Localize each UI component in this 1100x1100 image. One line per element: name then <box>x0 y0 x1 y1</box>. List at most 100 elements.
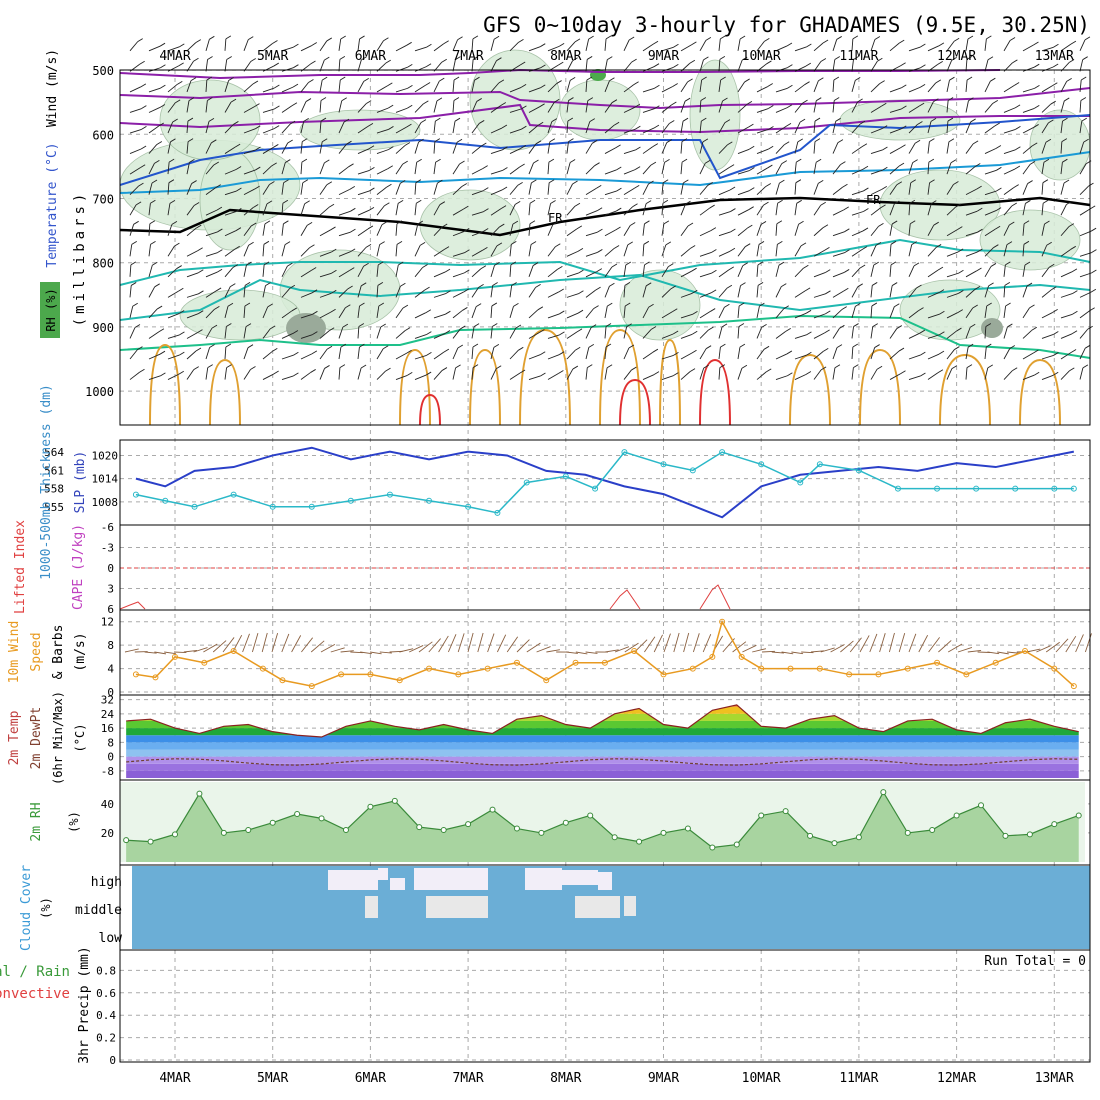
wind-barb <box>585 210 598 216</box>
wind-barb <box>616 166 622 171</box>
wind-barb <box>369 167 375 171</box>
wind-barb <box>683 179 689 184</box>
wind-barb <box>1022 307 1030 319</box>
wind-barb <box>433 370 443 380</box>
wind-barb <box>873 261 879 266</box>
wind-barb <box>566 331 578 339</box>
wind-barb <box>775 223 778 236</box>
wind-barb <box>661 288 671 298</box>
wind-barb <box>672 308 678 313</box>
wind-barb <box>1041 266 1050 278</box>
wind-barb <box>709 204 715 209</box>
rh-point <box>220 829 227 836</box>
wind-barb <box>889 108 902 113</box>
wind-barb <box>1068 223 1075 228</box>
wind-barb <box>794 290 806 298</box>
wind-barb <box>490 326 493 339</box>
wind-barb <box>947 643 963 653</box>
wind-barb <box>148 244 151 257</box>
precip-axis-label-a: Total / Rain <box>0 964 70 980</box>
wind-barb <box>1009 37 1016 41</box>
wind-barb <box>939 331 945 336</box>
wind-barb <box>262 244 265 257</box>
thickness-point <box>758 461 765 468</box>
wind-barb <box>836 344 843 349</box>
wind-barb <box>338 347 342 360</box>
wind-barb <box>1055 638 1069 653</box>
rh-point <box>855 834 862 841</box>
wind-barb <box>775 353 788 360</box>
thickness-tick-label: 558 <box>44 483 64 496</box>
wind-barb <box>293 43 299 48</box>
wind-barb <box>927 372 939 380</box>
wind-barb <box>242 633 250 653</box>
wind-barb <box>148 163 155 175</box>
wind-barb <box>604 124 615 134</box>
wind-barb <box>213 161 220 166</box>
wind-barb <box>1009 345 1016 349</box>
wind-barb <box>958 290 964 294</box>
rh-shade <box>159 79 261 161</box>
top-date-label: 7MAR <box>452 49 483 64</box>
high-cloud-block <box>390 878 405 890</box>
wind-barb <box>1012 59 1018 64</box>
wind-barb <box>587 364 593 368</box>
wind-barb <box>281 182 284 195</box>
wind-barb <box>889 328 898 339</box>
wind-barb <box>509 244 512 257</box>
wind-barb <box>540 372 546 377</box>
wind-barb <box>1051 286 1057 291</box>
wind-barb <box>281 162 286 175</box>
wind-barb <box>851 367 854 380</box>
wind-barb <box>585 289 596 298</box>
temp-band <box>126 706 1079 714</box>
rh-point <box>489 806 496 813</box>
wind-barb <box>857 98 863 103</box>
wind-barb <box>555 243 561 248</box>
wind-barb <box>179 351 185 356</box>
wind-barb <box>851 146 863 154</box>
wind-barb <box>908 223 911 236</box>
wind-speed-point <box>719 618 726 625</box>
wind-barb <box>1079 141 1085 154</box>
wind-barb <box>1022 329 1033 339</box>
wind-barb <box>1041 245 1048 257</box>
wind-barb <box>663 633 671 653</box>
wind-barb <box>585 367 588 380</box>
wind-barb <box>357 228 369 237</box>
wind-barb <box>851 286 859 298</box>
wind-barb <box>566 121 569 134</box>
wind-barb <box>379 651 392 654</box>
wind-barb <box>632 203 638 208</box>
wind-barb <box>908 105 920 113</box>
wind-barb <box>718 122 726 134</box>
wind-barb <box>711 269 717 274</box>
wind-barb <box>193 647 208 653</box>
wind-barb <box>252 80 259 85</box>
wind-barb <box>530 241 537 245</box>
thickness-point <box>1012 485 1019 492</box>
wind-barb <box>957 226 963 231</box>
wind-barb <box>300 182 304 195</box>
wind-barb <box>832 347 838 360</box>
wind-barb <box>987 364 994 369</box>
wind-barb <box>889 147 901 154</box>
wind-barb <box>363 78 369 82</box>
wind-barb <box>786 104 793 109</box>
wind-barb <box>195 39 201 44</box>
wind-barb <box>1003 348 1011 360</box>
wind-barb <box>273 370 279 375</box>
wind-barb <box>813 293 826 298</box>
wind-barb <box>462 307 468 311</box>
wind-barb <box>423 100 429 105</box>
wind-barb <box>604 147 616 154</box>
wind-barb <box>1003 128 1016 134</box>
wind-barb <box>837 139 844 144</box>
wind-barb <box>281 333 294 339</box>
wind-barb <box>1060 121 1063 134</box>
wind-barb <box>173 651 187 653</box>
wind-barb <box>624 282 631 286</box>
thickness-point <box>1051 485 1058 492</box>
wind-barb <box>311 350 318 355</box>
wind-barb <box>262 128 275 134</box>
